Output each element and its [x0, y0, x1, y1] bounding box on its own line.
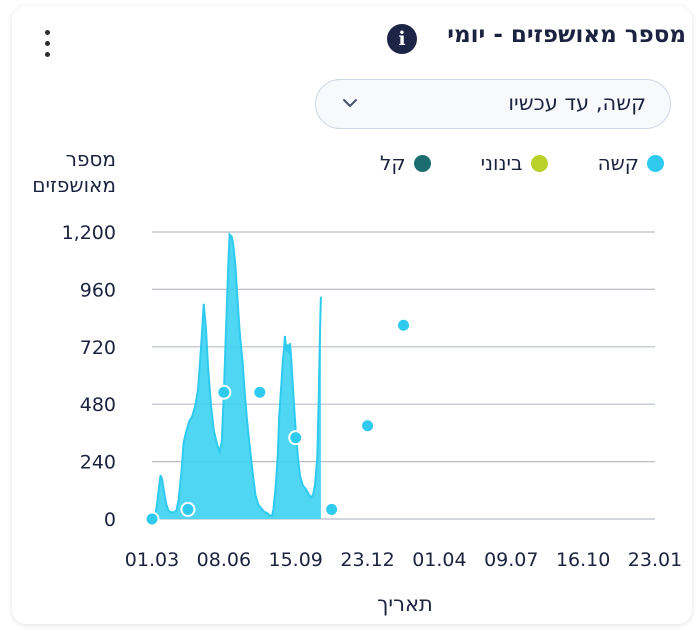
y-tick-label: 240 [80, 452, 116, 474]
y-tick-label: 1,200 [62, 222, 116, 244]
legend-swatch [413, 154, 431, 172]
legend-label: קל [380, 151, 406, 175]
y-tick-label: 960 [80, 279, 116, 301]
legend-label: בינוני [480, 151, 523, 175]
y-tick-label: 480 [80, 394, 116, 416]
data-point [324, 501, 340, 517]
chart-title: מספר מאושפזים - יומי [447, 22, 686, 48]
legend-item-moderate[interactable]: בינוני [481, 151, 548, 175]
kebab-menu-icon[interactable] [40, 28, 56, 60]
x-tick-label: 01.04 [412, 549, 466, 571]
legend-swatch [647, 154, 664, 172]
menu-dot [45, 52, 50, 57]
x-tick-label: 15.09 [269, 549, 323, 571]
chevron-down-icon [343, 99, 357, 107]
data-point [144, 511, 160, 527]
x-tick-label: 08.06 [197, 549, 251, 571]
data-point [360, 418, 376, 434]
severity-period-dropdown[interactable]: קשה, עד עכשיו [315, 79, 671, 129]
legend-label: קשה [597, 151, 639, 175]
legend-swatch [530, 154, 548, 172]
x-tick-label: 23.01 [628, 549, 682, 571]
data-point [180, 501, 196, 517]
menu-dot [45, 41, 50, 46]
x-tick-label: 01.03 [125, 549, 179, 571]
y-axis-label: מספר מאושפזים [32, 147, 116, 197]
y-tick-label: 0 [104, 509, 116, 531]
data-point [216, 384, 232, 400]
dropdown-selected-value: קשה, עד עכשיו [508, 91, 646, 115]
menu-dot [45, 30, 50, 35]
legend-item-severe[interactable]: קשה [598, 151, 664, 175]
info-icon[interactable]: i [387, 24, 417, 54]
x-tick-label: 23.12 [340, 549, 394, 571]
x-tick-label: 09.07 [484, 549, 538, 571]
series-line-severe [151, 231, 322, 520]
legend-item-mild[interactable]: קל [380, 151, 431, 175]
y-tick-label: 720 [80, 337, 116, 359]
data-point [396, 317, 411, 333]
legend: קשה בינוני קל [380, 151, 664, 175]
data-point [288, 430, 304, 446]
data-point [252, 384, 268, 400]
x-tick-label: 16.10 [556, 549, 610, 571]
x-axis-label: תאריך [377, 592, 433, 616]
